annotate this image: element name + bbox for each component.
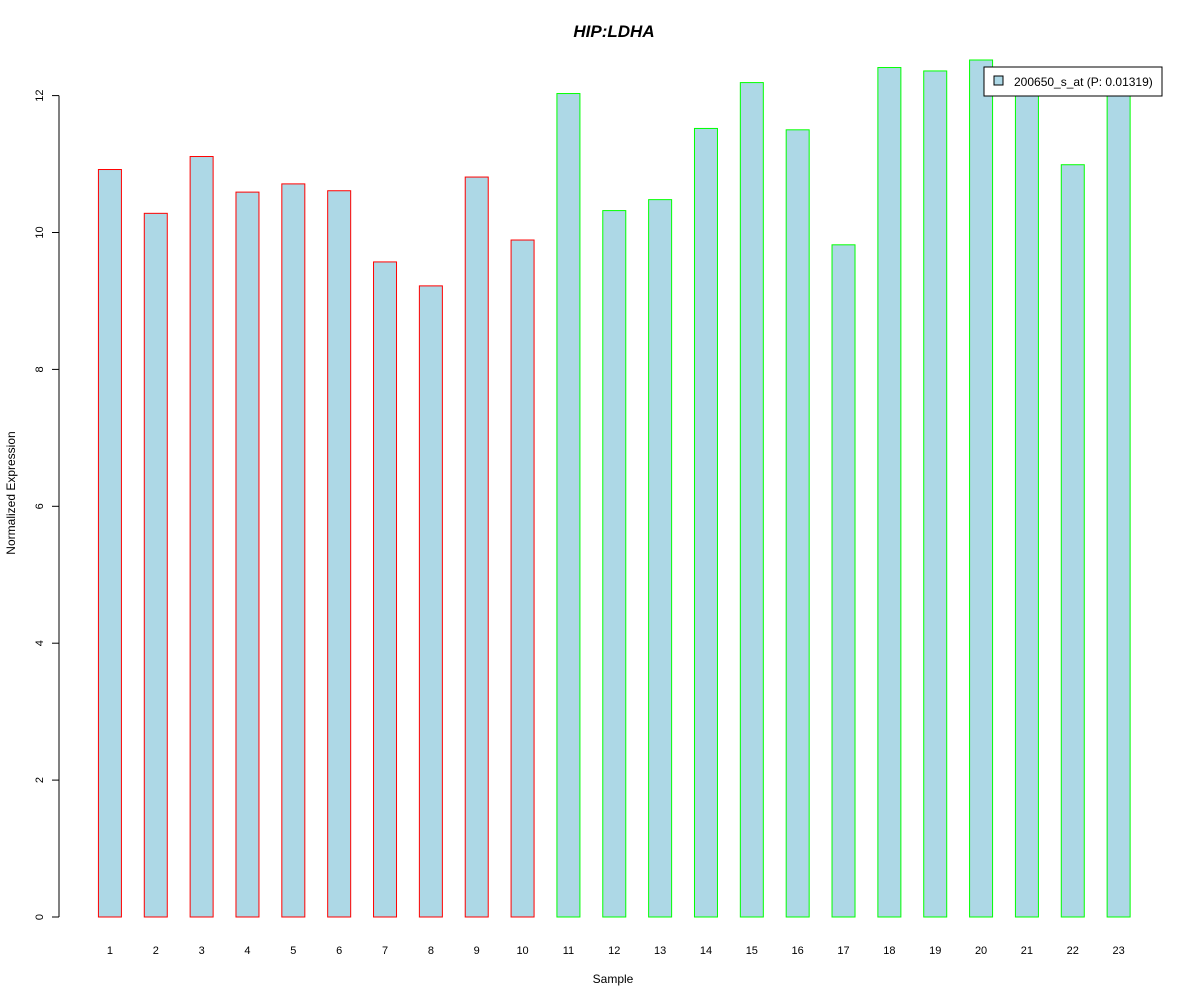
y-axis-label: Normalized Expression xyxy=(4,431,18,554)
x-tick-label: 23 xyxy=(1113,945,1125,957)
x-axis-label: Sample xyxy=(593,972,634,986)
x-tick-label: 21 xyxy=(1021,945,1033,957)
bar-sample-23 xyxy=(1106,89,1131,918)
bar-sample-20 xyxy=(969,59,994,918)
bar-sample-1 xyxy=(97,169,122,918)
x-tick-label: 6 xyxy=(336,945,342,957)
y-tick-label: 8 xyxy=(34,366,46,372)
legend: 200650_s_at (P: 0.01319) xyxy=(983,66,1163,97)
bar-sample-9 xyxy=(464,176,489,918)
bar-sample-13 xyxy=(648,199,673,918)
chart-title: HIP:LDHA xyxy=(573,22,654,41)
bar-sample-14 xyxy=(693,127,718,918)
x-tick-label: 10 xyxy=(516,945,528,957)
x-tick-label: 12 xyxy=(608,945,620,957)
x-tick-label: 13 xyxy=(654,945,666,957)
legend-swatch xyxy=(993,75,1004,86)
x-tick-label: 8 xyxy=(428,945,434,957)
y-tick-label: 4 xyxy=(34,640,46,646)
y-tick-label: 0 xyxy=(34,914,46,920)
y-tick-label: 2 xyxy=(34,777,46,783)
bar-sample-7 xyxy=(373,261,398,918)
bar-sample-19 xyxy=(923,70,948,918)
y-tick-label: 10 xyxy=(34,226,46,238)
x-tick-label: 16 xyxy=(792,945,804,957)
bar-sample-17 xyxy=(831,244,856,918)
y-tick-label: 12 xyxy=(34,89,46,101)
legend-label: 200650_s_at (P: 0.01319) xyxy=(1014,75,1153,89)
bar-sample-5 xyxy=(281,183,306,918)
bar-sample-16 xyxy=(785,129,810,918)
bar-sample-6 xyxy=(327,190,352,918)
bar-sample-8 xyxy=(418,285,443,918)
x-tick-label: 5 xyxy=(290,945,296,957)
x-tick-label: 2 xyxy=(153,945,159,957)
x-tick-label: 22 xyxy=(1067,945,1079,957)
y-axis: 0 2 4 6 8 10 12 xyxy=(34,89,60,920)
x-tick-label: 19 xyxy=(929,945,941,957)
x-tick-label: 9 xyxy=(474,945,480,957)
x-tick-label: 17 xyxy=(837,945,849,957)
x-tick-label: 11 xyxy=(563,945,574,957)
legend-box xyxy=(983,66,1163,97)
x-tick-label: 3 xyxy=(199,945,205,957)
bar-sample-18 xyxy=(877,67,902,918)
bar-sample-11 xyxy=(556,93,581,918)
bar-sample-22 xyxy=(1060,164,1085,918)
x-tick-label: 14 xyxy=(700,945,712,957)
bar-sample-10 xyxy=(510,239,535,918)
x-tick-label: 15 xyxy=(746,945,758,957)
bar-sample-2 xyxy=(143,212,168,918)
x-tick-label: 1 xyxy=(107,945,113,957)
bar-sample-12 xyxy=(602,210,627,918)
bar-sample-21 xyxy=(1014,88,1039,918)
x-tick-label: 4 xyxy=(244,945,250,957)
y-tick-label: 6 xyxy=(34,503,46,509)
x-tick-label: 7 xyxy=(382,945,388,957)
bars xyxy=(97,59,1131,918)
x-axis-tick-labels: 1 2 3 4 5 6 7 8 9 10 11 12 13 14 15 16 17 18 19 20 21 22 23 xyxy=(107,945,1125,957)
x-tick-label: 20 xyxy=(975,945,987,957)
x-tick-label: 18 xyxy=(883,945,895,957)
bar-sample-15 xyxy=(739,82,764,918)
bar-sample-3 xyxy=(189,156,214,918)
bar-sample-4 xyxy=(235,191,260,918)
